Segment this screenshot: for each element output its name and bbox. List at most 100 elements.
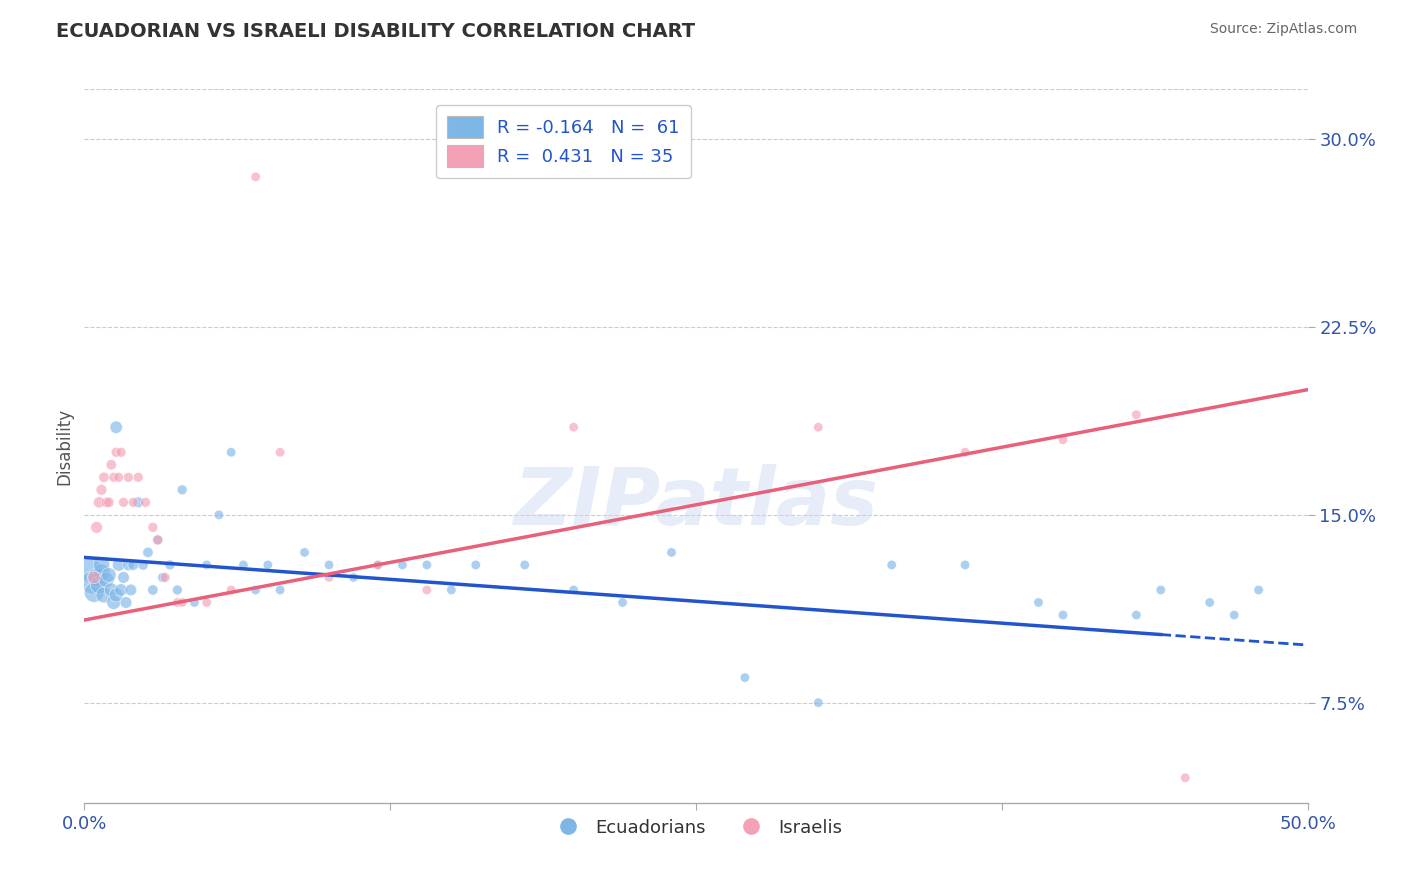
- Point: [166, 582, 188, 597]
- Point: [245, 169, 267, 184]
- Point: [115, 595, 138, 609]
- Point: [90, 566, 112, 580]
- Point: [107, 470, 129, 484]
- Point: [367, 558, 389, 572]
- Point: [318, 570, 340, 584]
- Point: [96, 495, 118, 509]
- Point: [1125, 607, 1147, 622]
- Point: [103, 595, 125, 609]
- Text: Source: ZipAtlas.com: Source: ZipAtlas.com: [1209, 22, 1357, 37]
- Point: [112, 570, 135, 584]
- Point: [122, 495, 145, 509]
- Point: [86, 520, 108, 534]
- Point: [612, 595, 634, 609]
- Point: [100, 582, 122, 597]
- Point: [90, 558, 112, 572]
- Point: [562, 582, 585, 597]
- Point: [195, 595, 218, 609]
- Point: [97, 568, 120, 582]
- Point: [103, 470, 125, 484]
- Point: [1223, 607, 1246, 622]
- Point: [953, 445, 976, 459]
- Point: [269, 445, 291, 459]
- Point: [464, 558, 486, 572]
- Legend: Ecuadorians, Israelis: Ecuadorians, Israelis: [543, 812, 849, 844]
- Point: [219, 445, 242, 459]
- Point: [245, 582, 267, 597]
- Point: [661, 545, 683, 559]
- Point: [110, 445, 132, 459]
- Point: [269, 582, 291, 597]
- Point: [367, 558, 389, 572]
- Text: ZIPatlas: ZIPatlas: [513, 464, 879, 542]
- Point: [1150, 582, 1173, 597]
- Point: [97, 495, 120, 509]
- Point: [142, 582, 165, 597]
- Point: [1174, 771, 1197, 785]
- Point: [294, 545, 316, 559]
- Point: [90, 483, 112, 497]
- Point: [112, 495, 135, 509]
- Point: [142, 520, 165, 534]
- Point: [807, 696, 830, 710]
- Point: [172, 483, 194, 497]
- Point: [159, 558, 181, 572]
- Point: [232, 558, 254, 572]
- Y-axis label: Disability: Disability: [55, 408, 73, 484]
- Point: [96, 573, 118, 587]
- Point: [100, 458, 122, 472]
- Point: [146, 533, 169, 547]
- Point: [807, 420, 830, 434]
- Point: [153, 570, 176, 584]
- Point: [93, 588, 115, 602]
- Point: [117, 558, 139, 572]
- Point: [87, 578, 110, 592]
- Point: [1198, 595, 1220, 609]
- Point: [440, 582, 463, 597]
- Point: [127, 470, 149, 484]
- Point: [183, 595, 205, 609]
- Point: [195, 558, 218, 572]
- Point: [152, 570, 174, 584]
- Point: [1125, 408, 1147, 422]
- Point: [87, 495, 110, 509]
- Point: [953, 558, 976, 572]
- Point: [105, 588, 128, 602]
- Point: [513, 558, 536, 572]
- Point: [83, 570, 105, 584]
- Point: [86, 570, 108, 584]
- Point: [562, 420, 585, 434]
- Point: [136, 545, 159, 559]
- Point: [122, 558, 145, 572]
- Point: [208, 508, 231, 522]
- Point: [80, 575, 103, 590]
- Point: [1052, 433, 1074, 447]
- Text: ECUADORIAN VS ISRAELI DISABILITY CORRELATION CHART: ECUADORIAN VS ISRAELI DISABILITY CORRELA…: [56, 22, 696, 41]
- Point: [93, 470, 115, 484]
- Point: [172, 595, 194, 609]
- Point: [1052, 607, 1074, 622]
- Point: [105, 445, 128, 459]
- Point: [1247, 582, 1270, 597]
- Point: [117, 470, 139, 484]
- Point: [416, 582, 439, 597]
- Point: [132, 558, 155, 572]
- Point: [105, 420, 128, 434]
- Point: [734, 671, 756, 685]
- Point: [83, 585, 105, 599]
- Point: [219, 582, 242, 597]
- Point: [135, 495, 157, 509]
- Point: [416, 558, 439, 572]
- Point: [880, 558, 903, 572]
- Point: [318, 558, 340, 572]
- Point: [1028, 595, 1050, 609]
- Point: [107, 558, 129, 572]
- Point: [127, 495, 149, 509]
- Point: [257, 558, 280, 572]
- Point: [77, 563, 100, 577]
- Point: [110, 582, 132, 597]
- Point: [166, 595, 188, 609]
- Point: [342, 570, 364, 584]
- Point: [146, 533, 169, 547]
- Point: [120, 582, 142, 597]
